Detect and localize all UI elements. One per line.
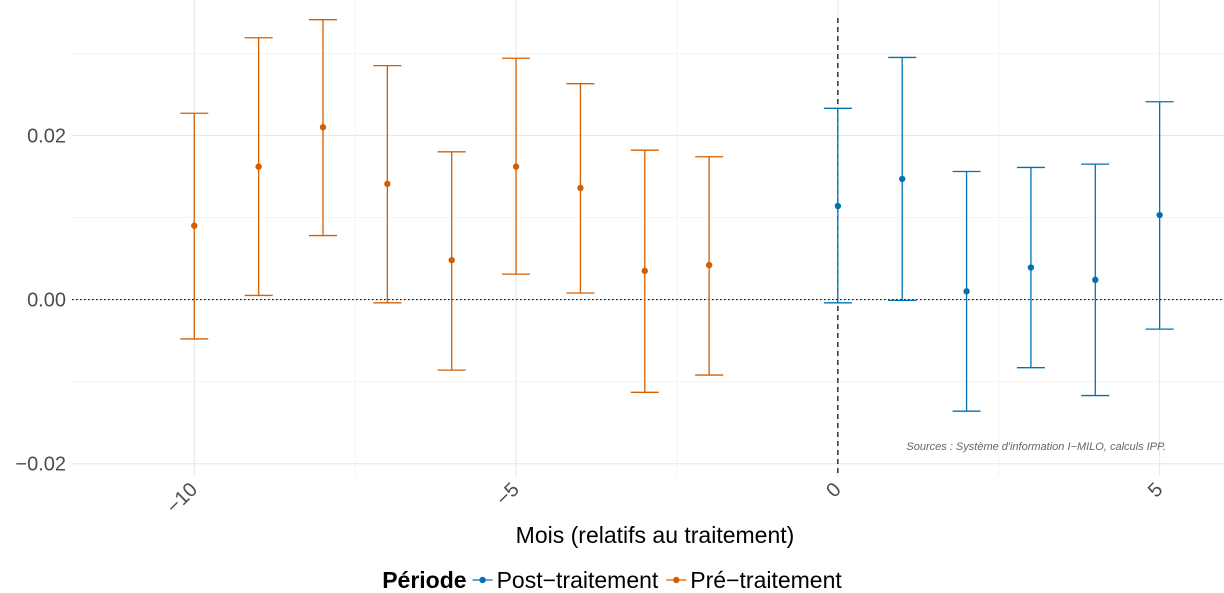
- data-point: [1156, 211, 1163, 219]
- legend-key: [472, 576, 493, 584]
- data-point: [834, 202, 842, 210]
- data-point: [384, 180, 391, 188]
- series-group: [180, 19, 724, 393]
- x-tick-label: −10: [163, 479, 203, 519]
- error-bar: [308, 19, 337, 237]
- data-point: [1027, 264, 1035, 271]
- error-bar: [1081, 163, 1110, 397]
- error-bar: [1016, 166, 1045, 369]
- data-point: [512, 163, 520, 170]
- series-group: [823, 56, 1174, 412]
- error-bar: [823, 107, 852, 304]
- series-layer: [180, 19, 1174, 412]
- error-bar: [1145, 101, 1174, 330]
- legend-items: Post−traitement Pré−traitement: [472, 567, 842, 593]
- legend-title: Période: [382, 567, 466, 593]
- legend-key-point: [479, 576, 486, 584]
- legend-key: [666, 576, 687, 584]
- y-tick-label: 0.02: [27, 125, 66, 147]
- data-point: [963, 288, 970, 295]
- data-point: [319, 124, 327, 131]
- data-point: [255, 163, 262, 170]
- reference-lines: [72, 18, 1224, 476]
- error-bar: [630, 149, 659, 393]
- data-point: [577, 184, 584, 192]
- x-tick-label: 5: [1144, 479, 1167, 502]
- error-bar: [180, 112, 209, 340]
- error-bar: [566, 83, 595, 294]
- legend-key-point: [673, 576, 680, 584]
- error-bar: [502, 57, 531, 275]
- data-point: [641, 267, 648, 275]
- data-point: [1092, 276, 1099, 284]
- error-bar: [373, 65, 402, 304]
- error-bar: [695, 156, 724, 376]
- legend: Période Post−traitement Pré−traitement: [382, 567, 842, 593]
- source-annotation: Sources : Système d'information I−MILO, …: [906, 441, 1166, 453]
- x-axis-title: Mois (relatifs au traitement): [516, 522, 795, 548]
- data-point: [899, 175, 906, 183]
- y-axis-ticks: −0.02 0.00 0.02: [15, 125, 66, 475]
- error-bar: [437, 151, 466, 371]
- data-point: [448, 256, 455, 264]
- grid-layer: [72, 0, 1224, 476]
- error-bar: [888, 56, 917, 302]
- y-tick-label: 0.00: [27, 290, 66, 312]
- error-bar: [244, 37, 273, 297]
- data-point: [191, 222, 198, 229]
- x-tick-label: 0: [822, 479, 845, 502]
- legend-label: Pré−traitement: [690, 567, 842, 593]
- x-axis-ticks: −10 −5 0 5: [163, 479, 1168, 519]
- x-tick-label: −5: [492, 479, 524, 511]
- error-bar: [952, 170, 981, 412]
- data-point: [705, 261, 713, 269]
- y-tick-label: −0.02: [15, 454, 66, 476]
- legend-label: Post−traitement: [497, 567, 659, 593]
